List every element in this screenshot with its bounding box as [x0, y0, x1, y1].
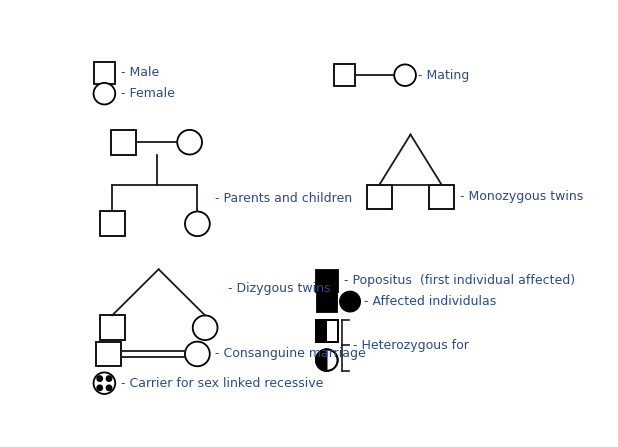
Bar	[96, 342, 121, 366]
Bar	[316, 320, 337, 342]
Text: - Popositus  (first individual affected): - Popositus (first individual affected)	[344, 274, 575, 287]
Circle shape	[106, 376, 112, 381]
Circle shape	[97, 376, 103, 381]
Text: - Consanguine marriage: - Consanguine marriage	[215, 347, 366, 360]
Bar	[93, 62, 115, 84]
Circle shape	[193, 316, 218, 340]
Bar	[99, 316, 124, 340]
Circle shape	[185, 211, 210, 236]
Circle shape	[93, 83, 115, 105]
Text: - Female: - Female	[121, 87, 176, 100]
Circle shape	[394, 64, 416, 86]
Circle shape	[97, 385, 103, 391]
Bar	[429, 185, 454, 209]
Circle shape	[316, 349, 337, 371]
Bar	[99, 211, 124, 236]
Circle shape	[340, 291, 360, 312]
Circle shape	[177, 130, 202, 155]
Text: - Heterozygous for: - Heterozygous for	[353, 339, 469, 352]
Wedge shape	[316, 349, 327, 371]
Circle shape	[93, 372, 115, 394]
Bar	[334, 64, 355, 86]
Bar	[316, 270, 337, 291]
Text: - Dizygous twins: - Dizygous twins	[229, 282, 331, 295]
Text: - Carrier for sex linked recessive: - Carrier for sex linked recessive	[121, 377, 324, 390]
Circle shape	[185, 342, 210, 366]
Bar	[367, 185, 392, 209]
Text: - Affected individulas: - Affected individulas	[364, 295, 496, 308]
Bar	[316, 320, 337, 342]
Bar	[317, 291, 337, 312]
Text: - Parents and children: - Parents and children	[215, 192, 352, 205]
Text: - Mating: - Mating	[418, 69, 470, 82]
Text: - Monozygous twins: - Monozygous twins	[460, 190, 583, 203]
Circle shape	[106, 385, 112, 391]
Bar	[111, 130, 136, 155]
Bar	[316, 320, 327, 342]
Text: - Male: - Male	[121, 67, 159, 80]
